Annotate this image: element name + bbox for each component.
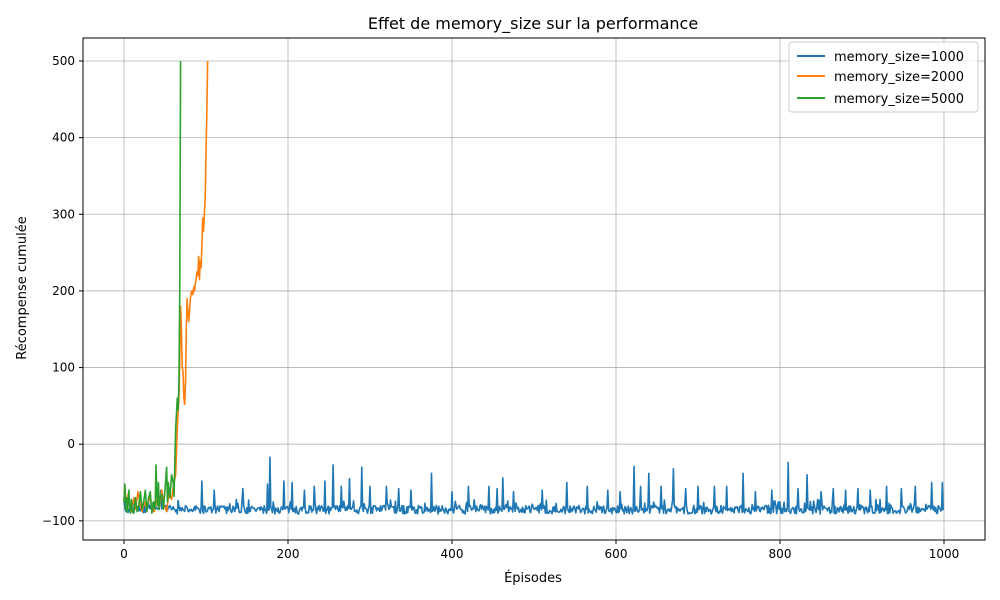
y-tick-label: 500 bbox=[52, 54, 75, 68]
series-line-3 bbox=[123, 60, 182, 514]
x-tick-label: 200 bbox=[277, 547, 300, 561]
x-tick-label: 600 bbox=[605, 547, 628, 561]
ticks: 0 200 400 600 800 1000 −100 0 100 200 300 400 500 bbox=[42, 54, 959, 561]
series-line-1 bbox=[123, 456, 944, 515]
y-tick-label: 400 bbox=[52, 131, 75, 145]
y-axis-label: Récompense cumulée bbox=[15, 216, 30, 360]
y-tick-label: 100 bbox=[52, 361, 75, 375]
legend-label-1000: memory_size=1000 bbox=[834, 50, 964, 65]
grid bbox=[83, 38, 985, 540]
legend: memory_size=1000 memory_size=2000 memory… bbox=[788, 41, 979, 113]
x-tick-label: 400 bbox=[441, 547, 464, 561]
series-layer bbox=[123, 60, 944, 515]
x-tick-label: 0 bbox=[120, 547, 128, 561]
chart-title: Effet de memory_size sur la performance bbox=[368, 14, 698, 34]
x-axis-label: Épisodes bbox=[504, 570, 562, 586]
x-tick-label: 1000 bbox=[929, 547, 960, 561]
legend-label-2000: memory_size=2000 bbox=[834, 70, 964, 85]
legend-label-5000: memory_size=5000 bbox=[834, 92, 964, 107]
y-tick-label: 200 bbox=[52, 284, 75, 298]
legend-box bbox=[788, 41, 979, 113]
y-tick-label: 0 bbox=[67, 437, 75, 451]
y-tick-label: −100 bbox=[42, 514, 75, 528]
plot-frame bbox=[82, 37, 986, 541]
y-tick-label: 300 bbox=[52, 207, 75, 221]
x-tick-label: 800 bbox=[769, 547, 792, 561]
